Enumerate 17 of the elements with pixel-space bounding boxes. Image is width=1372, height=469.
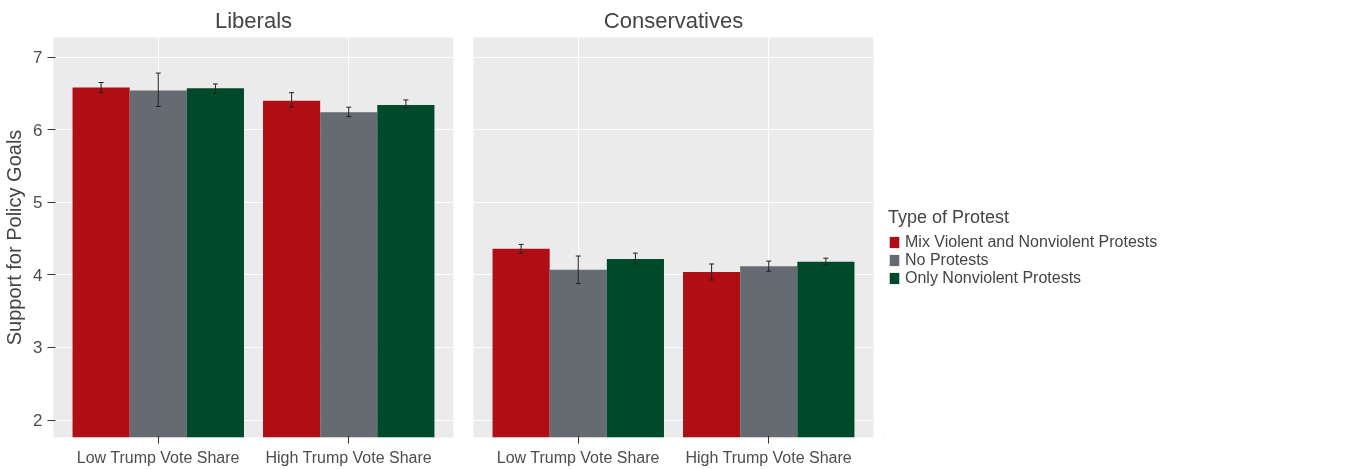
legend-label: No Protests <box>905 251 989 269</box>
legend-label: Mix Violent and Nonviolent Protests <box>905 233 1158 251</box>
y-tick-label: 7 <box>33 48 43 68</box>
x-tick-label: High Trump Vote Share <box>265 448 432 466</box>
chart-title: Liberals <box>214 7 293 33</box>
y-tick-label: 2 <box>33 411 43 431</box>
y-axis-title: Support for Policy Goals <box>3 129 26 346</box>
x-tick-label: High Trump Vote Share <box>685 448 852 466</box>
legend-title: Type of Protest <box>888 207 1011 228</box>
y-tick-label: 3 <box>33 338 43 358</box>
x-tick-label: Low Trump Vote Share <box>76 448 240 466</box>
y-tick-label: 4 <box>33 265 43 285</box>
chart-title: Conservatives <box>603 7 744 33</box>
y-tick-label: 6 <box>33 120 43 140</box>
legend-label: Only Nonviolent Protests <box>905 269 1082 287</box>
x-tick-label: Low Trump Vote Share <box>496 448 660 466</box>
y-tick-label: 5 <box>33 193 43 213</box>
